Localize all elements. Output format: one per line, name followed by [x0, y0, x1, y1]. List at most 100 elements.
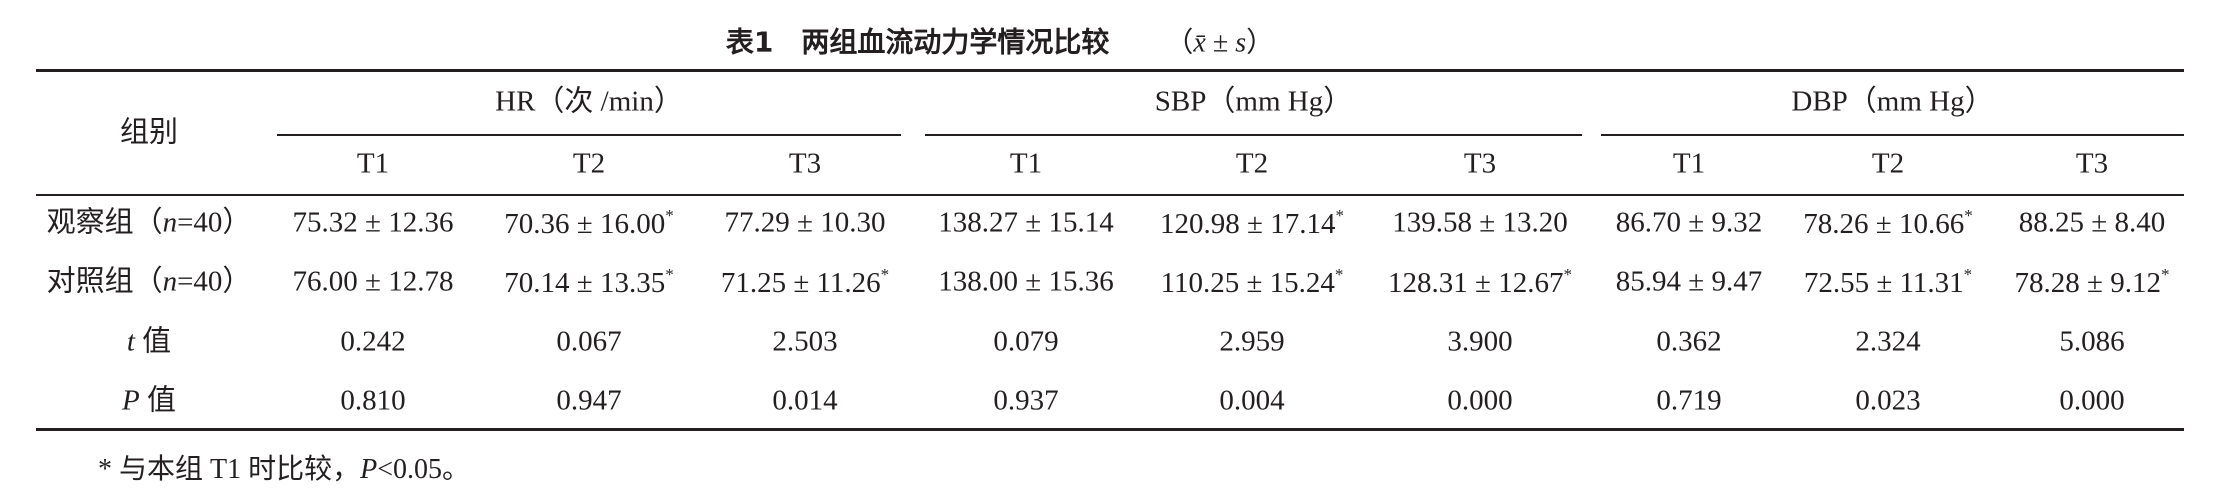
cell: 77.29 ± 10.30 — [724, 206, 886, 239]
significance-mark: * — [2160, 265, 2170, 284]
cell-value: 0.947 — [556, 384, 622, 417]
row-label-part: 对照组（ — [46, 265, 163, 298]
header-rule — [36, 194, 2184, 196]
cell: 0.000 — [2059, 384, 2125, 417]
cell: 0.023 — [1855, 386, 1920, 416]
cell-value: 0.242 — [340, 325, 406, 358]
significance-mark: * — [1964, 206, 1973, 225]
row-label-part: n — [162, 206, 178, 239]
title-note: ） — [1246, 27, 1275, 59]
bottom-rule — [36, 428, 2184, 431]
row-label: 观察组（n=40） — [46, 206, 252, 239]
cell: 0.947 — [556, 384, 622, 417]
row-label-part: =40） — [177, 206, 252, 239]
title-note: x̄ — [1193, 27, 1206, 59]
group-rule — [1601, 134, 2184, 136]
footnote-part: * 与本组 T1 时比较， — [98, 454, 361, 485]
row-label: 对照组（n=40） — [46, 265, 252, 298]
footnote: * 与本组 T1 时比较，P<0.05。 — [98, 456, 470, 484]
significance-mark: * — [665, 265, 674, 284]
sub-header: T1 — [356, 147, 390, 180]
cell: 5.086 — [2059, 327, 2124, 357]
cell-value: 128.31 ± 12.67 — [1388, 267, 1564, 299]
significance-mark: * — [1563, 265, 1572, 284]
cell: 70.14 ± 13.35* — [504, 266, 673, 298]
cell: 0.004 — [1219, 384, 1285, 417]
cell: 78.26 ± 10.66* — [1803, 207, 1972, 239]
cell: 0.079 — [993, 325, 1059, 358]
cell-value: 0.937 — [993, 384, 1059, 417]
cell: 0.937 — [993, 384, 1059, 417]
row-label-part: 观察组（ — [46, 206, 163, 239]
cell: 139.58 ± 13.20 — [1392, 206, 1568, 239]
group-rule — [925, 134, 1582, 136]
cell: 110.25 ± 15.24* — [1161, 266, 1344, 298]
title-text: 两组血流动力学情况比较 — [801, 25, 1110, 59]
cell: 0.719 — [1656, 384, 1722, 417]
cell-value: 0.000 — [2059, 384, 2125, 417]
cell-value: 88.25 ± 8.40 — [2018, 206, 2166, 239]
row-label: t 值 — [126, 325, 172, 358]
cell-value: 0.000 — [1447, 384, 1513, 417]
cell-value: 77.29 ± 10.30 — [724, 206, 886, 239]
significance-mark: * — [1334, 265, 1344, 284]
cell-value: 75.32 ± 12.36 — [292, 206, 454, 239]
cell-value: 0.004 — [1219, 384, 1285, 417]
cell-value: 0.362 — [1656, 325, 1722, 358]
cell: 128.31 ± 12.67* — [1388, 266, 1572, 298]
cell-value: 0.067 — [556, 325, 622, 358]
row-label-part: n — [162, 265, 178, 298]
cell: 76.00 ± 12.78 — [292, 265, 454, 298]
cell-value: 110.25 ± 15.24 — [1160, 267, 1335, 299]
cell-value: 3.900 — [1447, 325, 1513, 358]
title-note: s — [1235, 27, 1247, 59]
cell: 138.27 ± 15.14 — [938, 206, 1114, 239]
row-header: 组别 — [119, 116, 179, 149]
cell: 75.32 ± 12.36 — [292, 206, 454, 239]
row-label-part: =40） — [177, 265, 252, 298]
cell: 120.98 ± 17.14* — [1160, 207, 1344, 239]
cell-value: 139.58 ± 13.20 — [1392, 206, 1568, 239]
cell: 0.067 — [556, 325, 622, 358]
cell: 86.70 ± 9.32 — [1616, 208, 1762, 238]
cell: 0.000 — [1447, 384, 1513, 417]
cell: 3.900 — [1447, 325, 1513, 358]
cell-value: 138.00 ± 15.36 — [938, 265, 1114, 298]
row-label-part: 值 — [134, 325, 172, 358]
cell-value: 138.27 ± 15.14 — [938, 206, 1114, 239]
title-note: ± — [1205, 27, 1236, 59]
sub-header: T2 — [572, 147, 606, 180]
sub-header: T1 — [1009, 147, 1043, 180]
cell-value: 0.719 — [1656, 384, 1722, 417]
cell-value: 2.503 — [772, 325, 838, 358]
significance-mark: * — [1335, 206, 1344, 225]
title-note: （ — [1165, 27, 1194, 59]
cell: 85.94 ± 9.47 — [1615, 265, 1763, 298]
significance-mark: * — [880, 265, 890, 284]
cell-value: 120.98 ± 17.14 — [1160, 208, 1336, 240]
cell-value: 76.00 ± 12.78 — [292, 265, 454, 298]
significance-mark: * — [665, 206, 674, 225]
cell: 0.242 — [340, 325, 406, 358]
cell-value: 0.810 — [340, 384, 406, 417]
group-header: HR（次 /min） — [495, 85, 683, 118]
title-number: 表1 — [725, 25, 774, 59]
cell-value: 78.28 ± 9.12 — [2014, 267, 2161, 299]
cell-value: 2.324 — [1855, 325, 1921, 358]
cell-value: 2.959 — [1219, 325, 1285, 358]
cell: 78.28 ± 9.12* — [2015, 266, 2170, 298]
sub-header: T3 — [788, 147, 822, 180]
cell-value: 0.014 — [772, 384, 838, 417]
cell-value: 85.94 ± 9.47 — [1615, 265, 1763, 298]
cell-value: 70.36 ± 16.00 — [504, 208, 666, 240]
cell: 70.36 ± 16.00* — [504, 207, 673, 239]
group-header: SBP（mm Hg） — [1154, 85, 1353, 118]
row-label-part: t — [126, 325, 135, 358]
sub-header: T2 — [1235, 147, 1269, 180]
cell-value: 0.079 — [993, 325, 1059, 358]
significance-mark: * — [1963, 265, 1973, 284]
cell: 71.25 ± 11.26* — [721, 266, 889, 298]
cell: 72.55 ± 11.31* — [1804, 266, 1972, 298]
cell-value: 71.25 ± 11.26 — [720, 267, 881, 299]
